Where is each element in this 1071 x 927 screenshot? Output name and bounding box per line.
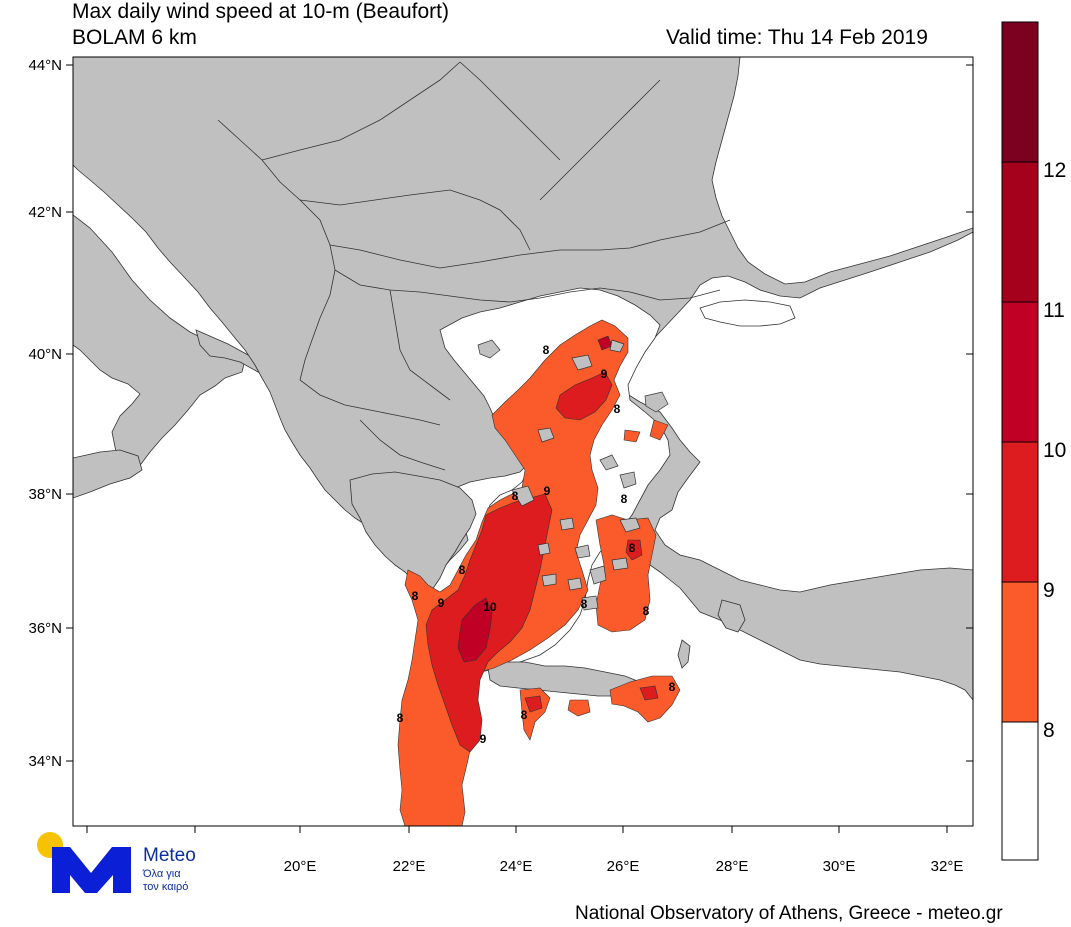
- contour-label: 10: [483, 600, 497, 614]
- model-name: BOLAM 6 km: [72, 26, 197, 49]
- colorbar-label: 10: [1043, 439, 1067, 462]
- contour-label: 8: [521, 708, 528, 722]
- contour-label: 9: [544, 484, 551, 498]
- lat-label: 38°N: [28, 486, 62, 503]
- contour-label: 8: [614, 402, 621, 416]
- contour-label: 8: [459, 563, 466, 577]
- contour-labels: 8 9 8 9 8 8 8 8 8 9 10 8 8 8 8 8 9: [397, 343, 676, 746]
- country-borders: [217, 61, 731, 471]
- contour-label: 8: [629, 541, 636, 555]
- land-karpathos: [677, 639, 691, 669]
- contour-label: 8: [397, 711, 404, 725]
- logo-name: Meteo: [143, 845, 196, 866]
- colorbar-level-below-8: [1001, 721, 1039, 861]
- contour-label: 8: [581, 597, 588, 611]
- lat-label: 34°N: [28, 753, 62, 770]
- map-title: Max daily wind speed at 10-m (Beaufort): [72, 0, 450, 23]
- meteo-m-icon: [52, 847, 131, 893]
- land-italy-heel: [195, 329, 271, 379]
- wind-level-10-11: [457, 335, 613, 663]
- logo-tagline-1: Όλα για: [143, 868, 181, 880]
- colorbar-label: 11: [1043, 299, 1065, 322]
- land-italy: [73, 214, 246, 471]
- colorbar-label: 9: [1043, 579, 1055, 602]
- contour-label: 9: [438, 596, 445, 610]
- land-sicily: [73, 449, 143, 499]
- colorbar-level-10-11: [1001, 301, 1039, 443]
- meteo-logo: [37, 832, 131, 893]
- colorbar-label: 8: [1043, 719, 1055, 742]
- contour-label: 8: [669, 680, 676, 694]
- lat-label: 42°N: [28, 204, 62, 221]
- lon-label: 30°E: [822, 858, 856, 875]
- contour-label: 8: [412, 589, 419, 603]
- lat-label: 40°N: [28, 346, 62, 363]
- contour-label: 8: [643, 604, 650, 618]
- colorbar-level-9-10: [1001, 441, 1039, 583]
- land-peloponnese: [349, 471, 477, 601]
- lon-label: 24°E: [499, 858, 533, 875]
- land-rhodes: [717, 599, 746, 633]
- lat-label: 36°N: [28, 620, 62, 637]
- lat-label: 44°N: [28, 57, 62, 74]
- sea-of-marmara: [699, 299, 796, 327]
- lat-ticks: [66, 64, 973, 762]
- lon-label: 32°E: [930, 858, 964, 875]
- colorbar: [1001, 21, 1039, 861]
- valid-time: Valid time: Thu 14 Feb 2019: [666, 26, 928, 49]
- logo-tagline-2: τον καιρό: [143, 881, 189, 893]
- lon-label: 22°E: [392, 858, 426, 875]
- contour-label: 8: [621, 492, 628, 506]
- colorbar-level-8-9: [1001, 581, 1039, 723]
- colorbar-level-11-12: [1001, 161, 1039, 303]
- contour-label: 9: [480, 732, 487, 746]
- map-frame: [72, 56, 974, 827]
- lon-label: 26°E: [606, 858, 640, 875]
- lon-ticks: [86, 826, 948, 833]
- lon-label: 20°E: [283, 858, 317, 875]
- black-sea: [711, 57, 973, 285]
- contour-label: 9: [601, 367, 608, 381]
- colorbar-label: 12: [1043, 159, 1067, 182]
- contour-label: 8: [543, 343, 550, 357]
- footer-credit: National Observatory of Athens, Greece -…: [575, 903, 1003, 924]
- lon-label: 28°E: [715, 858, 749, 875]
- aegean-islands: [477, 339, 669, 611]
- map-area: 8 9 8 9 8 8 8 8 8 9 10 8 8 8 8 8 9: [73, 57, 973, 826]
- contour-label: 8: [512, 489, 519, 503]
- colorbar-level-12-plus: [1001, 21, 1039, 163]
